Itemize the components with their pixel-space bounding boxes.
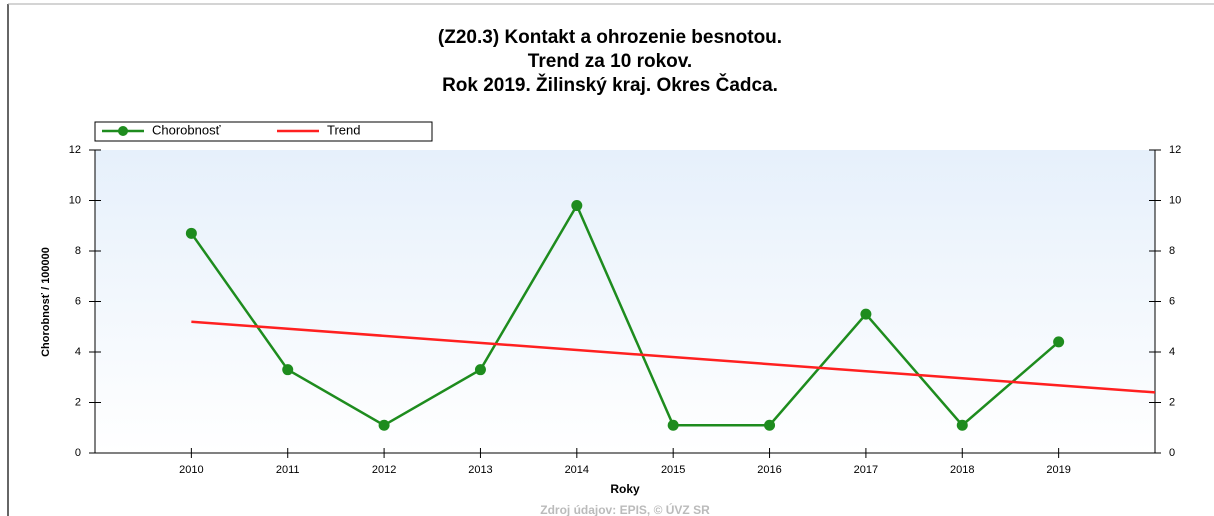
y2-tick-label: 12: [1169, 144, 1181, 156]
legend-box: [94, 121, 433, 142]
y-axis-label: Chorobnosť / 100000: [40, 247, 52, 357]
x-tick-label: 2014: [565, 464, 589, 476]
data-point: [956, 419, 968, 431]
data-line: [191, 320, 1156, 394]
y2-tick-label: 4: [1169, 346, 1175, 358]
y-tick-label: 6: [75, 295, 81, 307]
data-point: [764, 419, 776, 431]
chart-title: Rok 2019. Žilinský kraj. Okres Čadca.: [442, 74, 778, 96]
data-point: [1053, 336, 1065, 348]
y-tick-label: 12: [69, 144, 81, 156]
y-tick-label: 0: [75, 447, 81, 459]
y-tick-label: 10: [69, 194, 81, 206]
legend-label: Chorobnosť: [152, 122, 221, 137]
chart-title: Trend za 10 rokov.: [528, 51, 692, 72]
legend-label: Trend: [327, 122, 360, 137]
y-tick-label: 4: [75, 346, 81, 358]
x-tick-label: 2017: [854, 464, 878, 476]
x-tick-label: 2015: [661, 464, 685, 476]
x-tick-label: 2019: [1046, 464, 1070, 476]
data-point: [571, 200, 583, 212]
data-point: [378, 419, 390, 431]
x-tick-label: 2016: [757, 464, 781, 476]
y2-tick-label: 0: [1169, 447, 1175, 459]
legend-marker: [118, 126, 128, 136]
x-tick-label: 2013: [468, 464, 492, 476]
chart-title: (Z20.3) Kontakt a ohrozenie besnotou.: [438, 27, 782, 48]
data-point: [185, 227, 197, 239]
y-tick-label: 2: [75, 396, 81, 408]
y2-tick-label: 10: [1169, 194, 1181, 206]
x-tick-label: 2011: [276, 464, 300, 476]
y-tick-label: 8: [75, 245, 81, 257]
data-line: [190, 202, 1060, 427]
data-point: [282, 364, 294, 376]
x-axis-label: Roky: [610, 482, 640, 496]
data-point: [667, 419, 679, 431]
data-point: [860, 308, 872, 320]
y2-tick-label: 2: [1169, 396, 1175, 408]
source-note: Zdroj údajov: EPIS, © ÚVZ SR: [540, 502, 710, 516]
y2-tick-label: 8: [1169, 245, 1175, 257]
x-tick-label: 2018: [950, 464, 974, 476]
x-tick-label: 2010: [179, 464, 203, 476]
data-point: [474, 364, 486, 376]
plot-background: [95, 150, 1155, 453]
y2-tick-label: 6: [1169, 295, 1175, 307]
x-tick-label: 2012: [372, 464, 396, 476]
